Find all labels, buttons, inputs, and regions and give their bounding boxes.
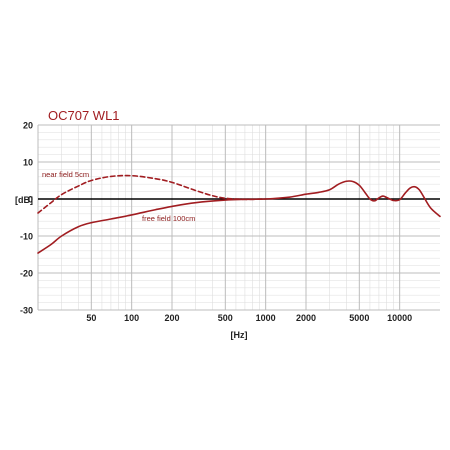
series-labels: near field 5cm free field 100cm	[42, 170, 195, 223]
series-line-near-field	[37, 174, 267, 214]
y-tick-label: -10	[20, 232, 33, 242]
x-tick-labels: 50 100 200 500 1000 2000 5000 10000	[86, 313, 412, 323]
x-tick-label: 10000	[387, 313, 412, 323]
y-tick-labels: 20 10 0 -10 -20 -30	[20, 121, 33, 316]
series-label-near-field: near field 5cm	[42, 170, 89, 179]
series-line-free-field	[37, 180, 441, 254]
grid-minor	[38, 125, 440, 310]
grid-major	[37, 124, 440, 311]
y-tick-label: 10	[23, 158, 33, 168]
y-axis-label: [dB]	[15, 195, 33, 205]
x-tick-label: 1000	[256, 313, 276, 323]
y-tick-label: 20	[23, 121, 33, 131]
y-tick-label: 0	[28, 195, 33, 205]
y-tick-label: -30	[20, 306, 33, 316]
y-tick-label: -20	[20, 269, 33, 279]
series-layer	[37, 174, 441, 254]
x-tick-label: 2000	[296, 313, 316, 323]
x-tick-label: 5000	[349, 313, 369, 323]
x-tick-label: 100	[124, 313, 139, 323]
series-label-free-field: free field 100cm	[142, 214, 195, 223]
x-axis-label: [Hz]	[231, 330, 248, 340]
chart-title: OC707 WL1	[48, 108, 120, 123]
x-tick-label: 200	[164, 313, 179, 323]
x-tick-label: 500	[218, 313, 233, 323]
x-tick-label: 50	[86, 313, 96, 323]
